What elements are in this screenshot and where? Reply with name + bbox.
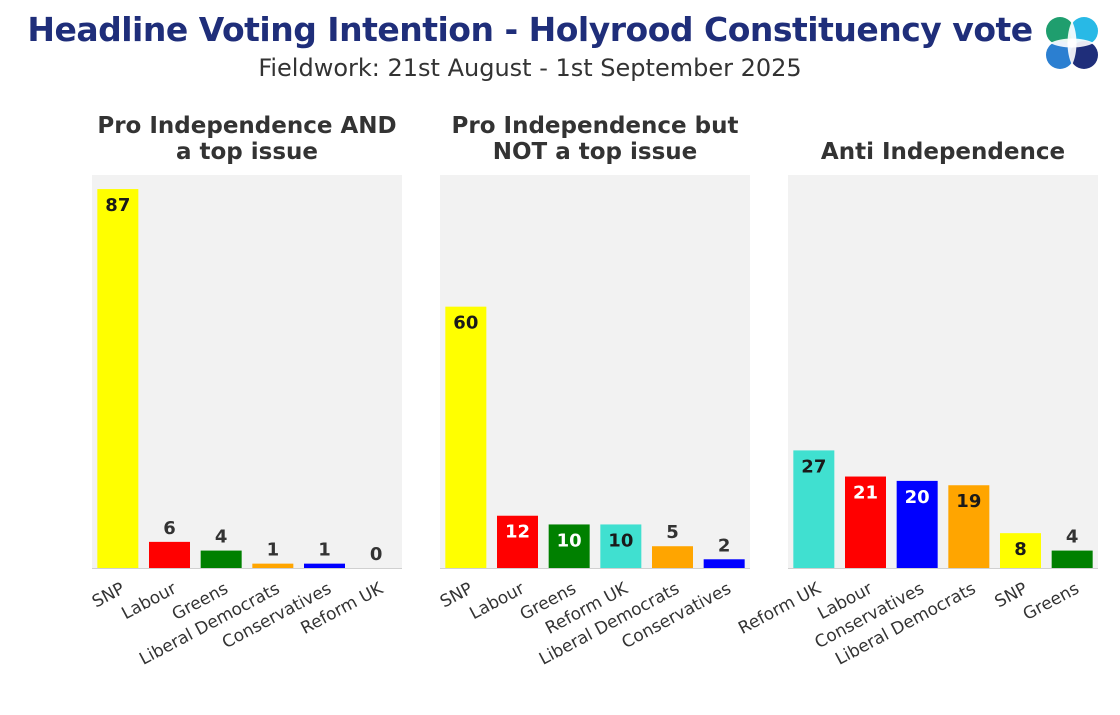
tick-label-labour: Labour: [118, 579, 179, 624]
data-label-liberal-democrats: 1: [267, 540, 280, 561]
data-label-greens: 4: [215, 527, 228, 548]
bar-greens: [548, 524, 590, 568]
bar-greens: [1051, 550, 1093, 568]
bar-snp: [445, 306, 487, 568]
data-label-greens: 4: [1066, 527, 1079, 548]
data-label-conservatives: 1: [318, 540, 331, 561]
data-label-liberal-democrats: 5: [666, 522, 679, 543]
panel-title-line: NOT a top issue: [493, 139, 698, 165]
bar-liberal-democrats: [252, 563, 294, 568]
data-label-reform-uk: 10: [608, 530, 633, 551]
bar-labour: [845, 476, 886, 568]
bar-liberal-democrats: [652, 546, 693, 568]
bar-reform-uk: [600, 524, 642, 568]
bar-conservatives: [703, 559, 745, 568]
bar-greens: [200, 550, 242, 568]
bar-snp: [97, 189, 139, 569]
data-label-liberal-democrats: 19: [956, 491, 981, 512]
bar-snp: [1000, 533, 1041, 568]
data-label-conservatives: 2: [718, 535, 731, 556]
data-label-reform-uk: 0: [370, 544, 383, 565]
tick-label-greens: Greens: [1020, 579, 1083, 625]
tick-label-reform-uk: Reform UK: [735, 578, 825, 638]
data-label-conservatives: 20: [905, 487, 930, 508]
company-logo-icon: [1046, 17, 1098, 69]
data-label-labour: 6: [163, 518, 176, 539]
panel-title-line: Pro Independence AND: [97, 113, 396, 139]
chart-title: Headline Voting Intention - Holyrood Con…: [27, 10, 1033, 49]
data-label-snp: 60: [453, 313, 478, 334]
data-label-greens: 10: [557, 530, 582, 551]
bar-conservatives: [304, 563, 345, 568]
bar-conservatives: [896, 480, 938, 568]
chart-subtitle: Fieldwork: 21st August - 1st September 2…: [258, 54, 802, 82]
panel-title-line: a top issue: [176, 139, 318, 165]
bar-labour: [149, 541, 190, 568]
bar-reform-uk: [793, 450, 835, 568]
panel-background: [92, 175, 402, 568]
panel-background: [440, 175, 750, 568]
panel-title-line: Pro Independence but: [452, 113, 739, 139]
panel-title-line: Anti Independence: [821, 139, 1065, 165]
data-label-snp: 8: [1014, 539, 1027, 560]
bar-labour: [497, 515, 538, 568]
data-label-labour: 12: [505, 522, 530, 543]
tick-label-labour: Labour: [466, 579, 527, 624]
bar-liberal-democrats: [948, 485, 990, 568]
panel-background: [788, 175, 1098, 568]
data-label-snp: 87: [105, 195, 130, 216]
data-label-reform-uk: 27: [801, 456, 826, 477]
data-label-labour: 21: [853, 483, 878, 504]
